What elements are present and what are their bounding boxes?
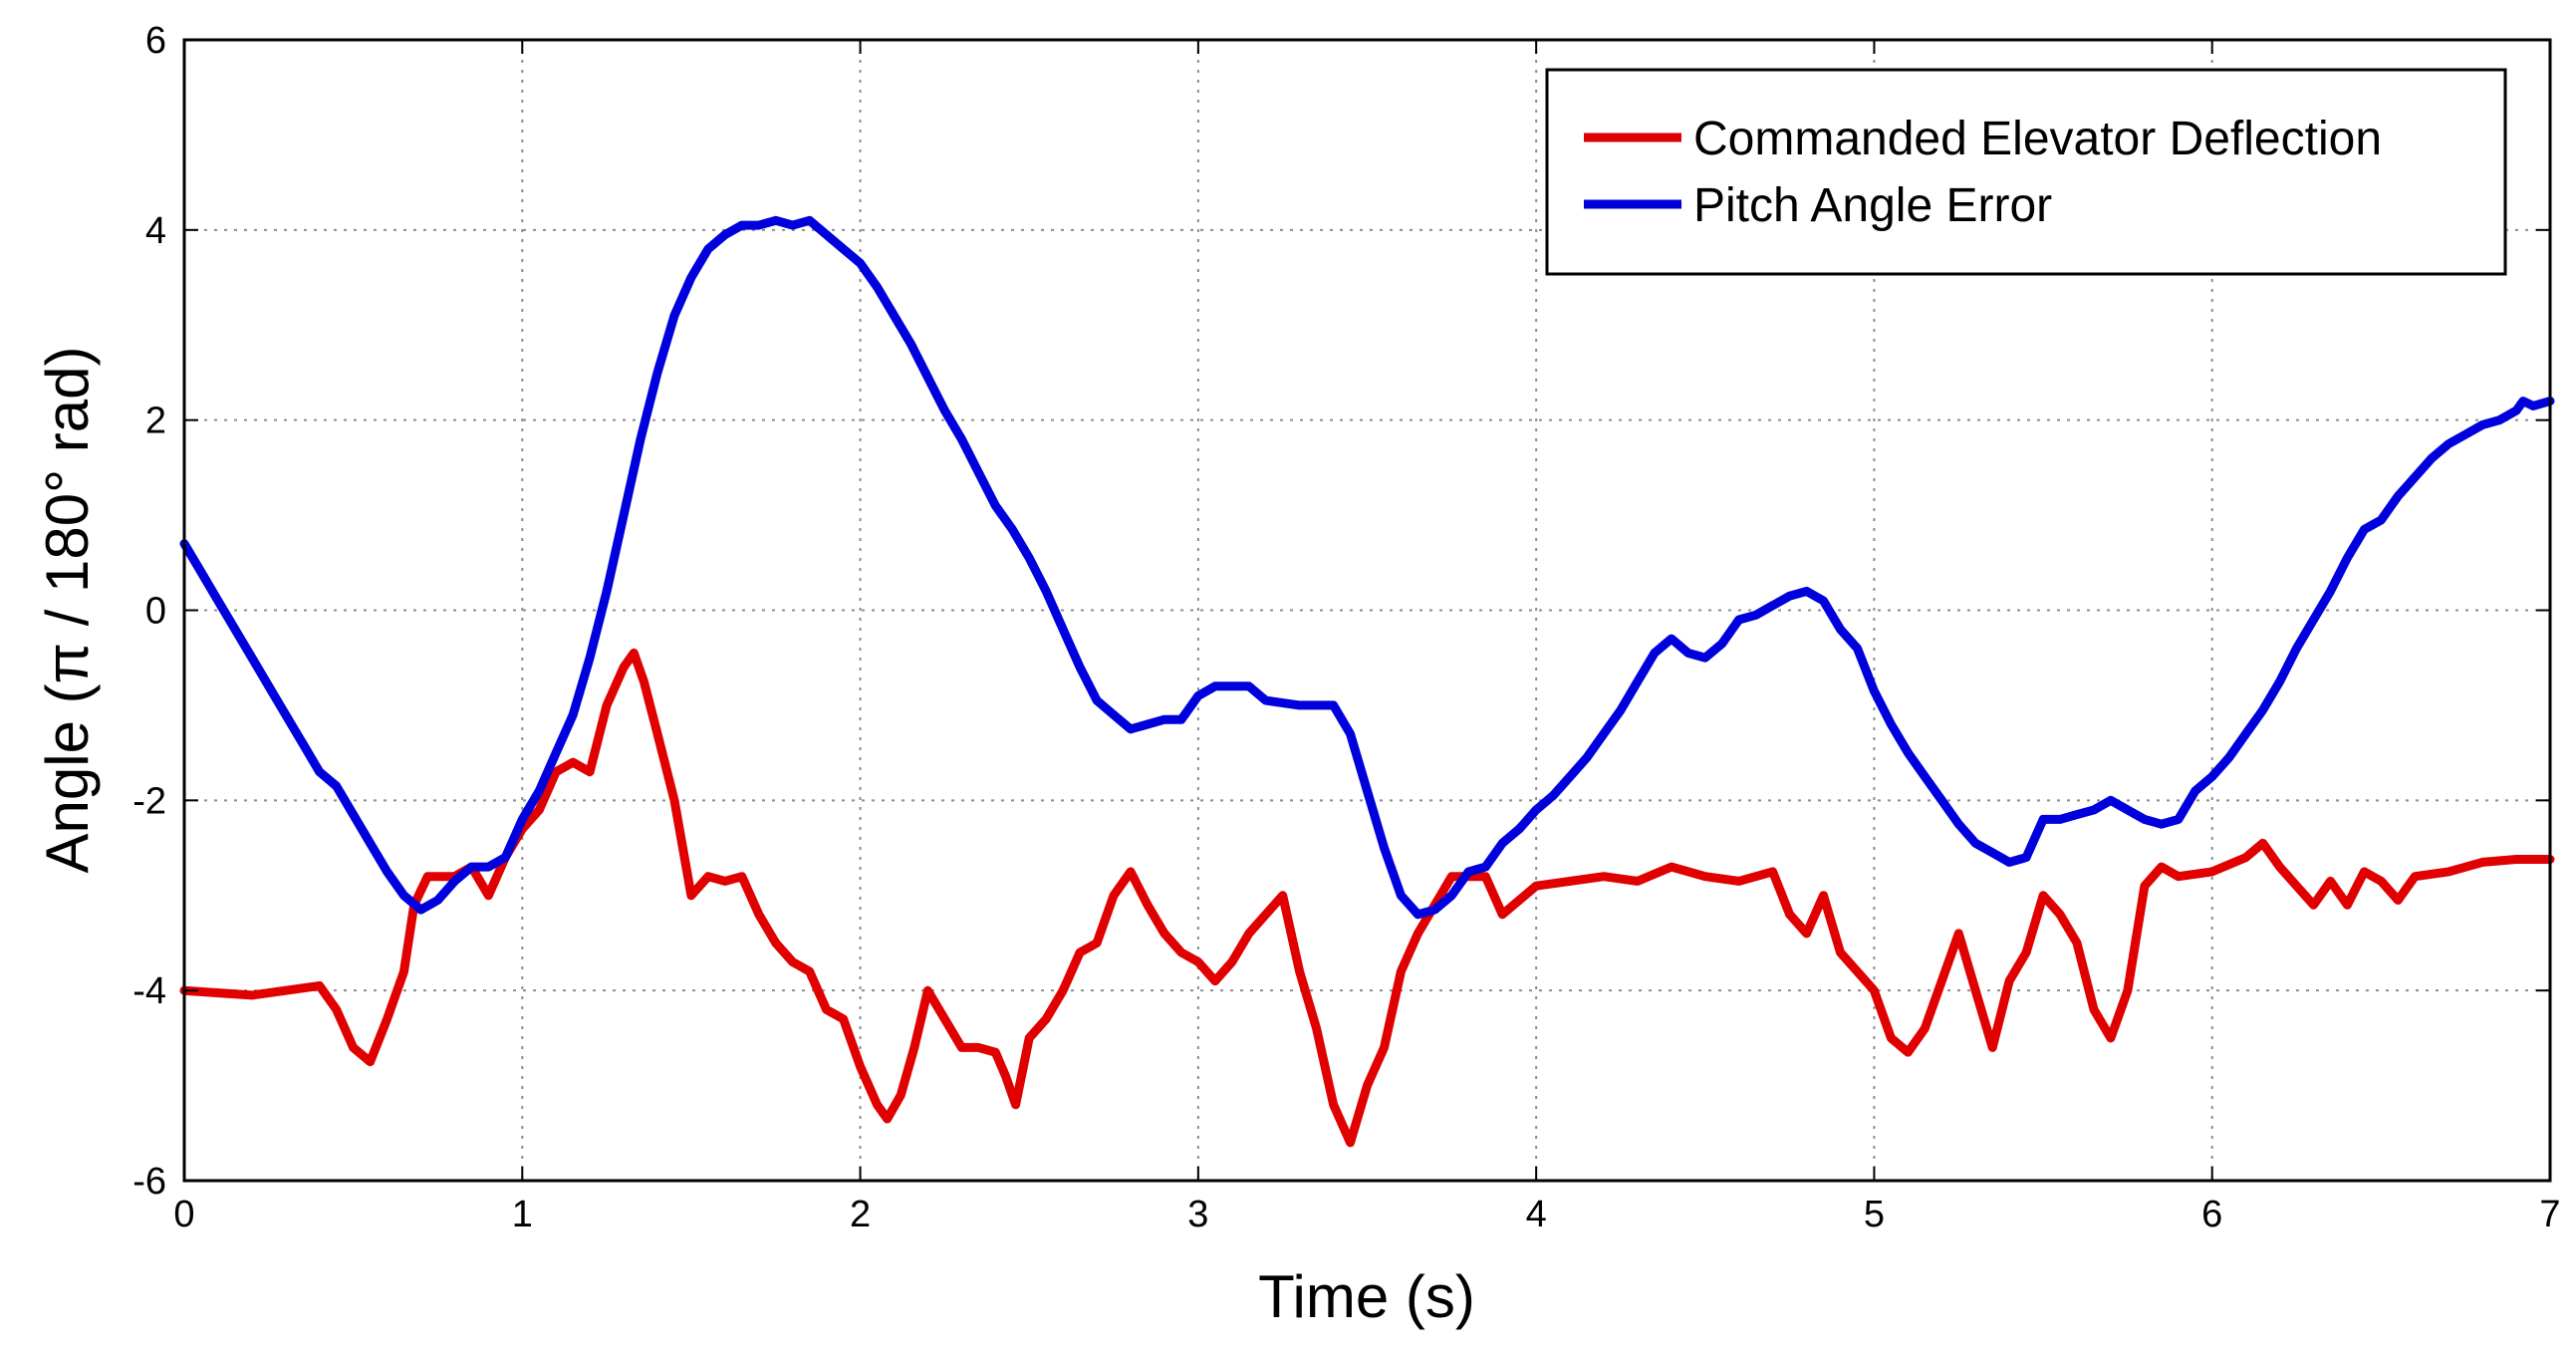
y-tick-label: 2 — [145, 401, 166, 442]
y-tick-label: 6 — [145, 20, 166, 62]
series-line-commanded-elevator-deflection — [179, 648, 2555, 1148]
x-tick-label: 5 — [1864, 1194, 1885, 1235]
y-axis-label: Angle (π / 180° rad) — [34, 347, 101, 874]
y-tick-labels: 6 4 2 0 -2 -4 -6 — [132, 20, 166, 1203]
legend: Commanded Elevator Deflection Pitch Angl… — [1545, 68, 2507, 276]
legend-box — [1545, 68, 2507, 276]
x-axis-label: Time (s) — [1258, 1263, 1475, 1330]
y-tick-label: 0 — [145, 591, 166, 633]
series-lines — [179, 215, 2555, 1148]
y-tick-label: -4 — [132, 970, 166, 1012]
y-tick-label: -2 — [132, 780, 166, 822]
legend-label-commanded-elevator-deflection: Commanded Elevator Deflection — [1693, 113, 2382, 165]
y-tick-label: 4 — [145, 210, 166, 252]
x-tick-label: 1 — [512, 1194, 533, 1235]
x-tick-labels: 0 1 2 3 4 5 6 7 — [173, 1194, 2560, 1235]
x-tick-label: 0 — [173, 1194, 194, 1235]
y-tick-label: -6 — [132, 1161, 166, 1203]
x-tick-label: 4 — [1526, 1194, 1547, 1235]
x-tick-label: 3 — [1187, 1194, 1208, 1235]
x-tick-label: 2 — [850, 1194, 871, 1235]
series-line-pitch-angle-error — [179, 215, 2555, 920]
x-tick-label: 6 — [2201, 1194, 2222, 1235]
legend-label-pitch-angle-error: Pitch Angle Error — [1693, 179, 2052, 232]
x-tick-label: 7 — [2539, 1194, 2560, 1235]
axis-ticks — [183, 39, 2551, 1182]
